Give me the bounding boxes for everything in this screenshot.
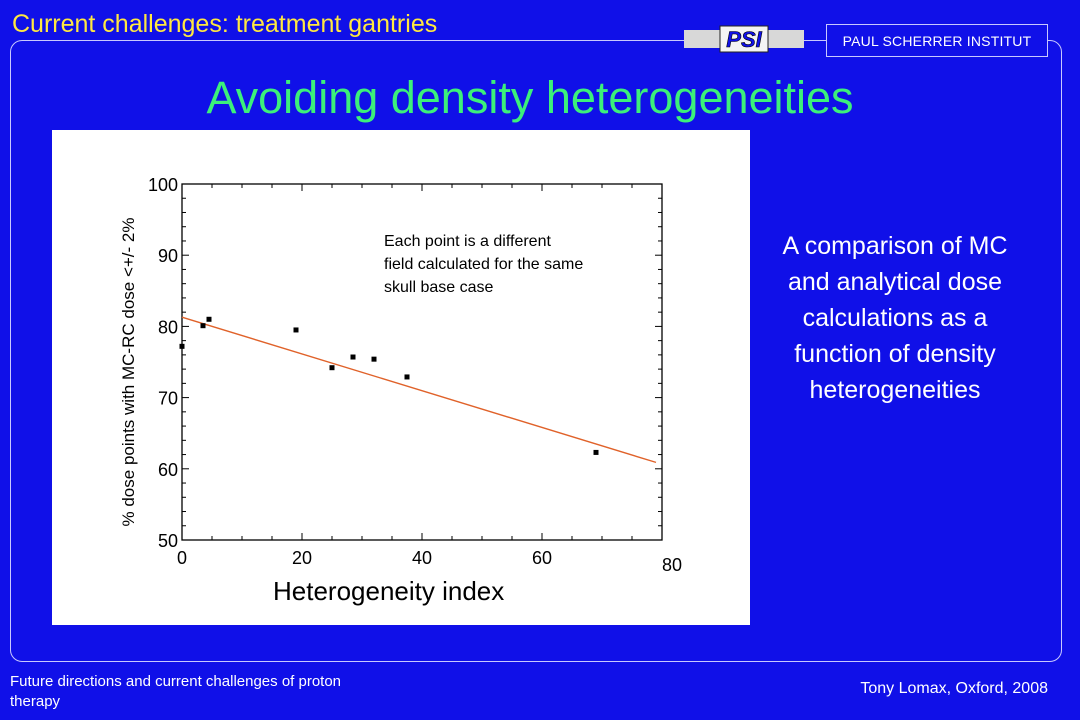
scatter-chart: 50 60 70 80 90 100 0 20 40 60 80 Each point is a …: [119, 175, 682, 606]
data-point: [350, 354, 356, 360]
slide-title: Avoiding density heterogeneities: [206, 72, 854, 123]
chart-panel: 50 60 70 80 90 100 0 20 40 60 80 Each point is a …: [52, 130, 750, 625]
data-point: [404, 374, 410, 380]
x-tick-label: 0: [177, 548, 187, 568]
y-tick-label: 60: [158, 460, 178, 480]
y-tick-labels: 50 60 70 80 90 100: [148, 175, 178, 551]
data-point: [371, 356, 377, 362]
footer-author: Tony Lomax, Oxford, 2008: [860, 680, 1048, 697]
x-tick-label: 60: [532, 548, 552, 568]
institute-label: PAUL SCHERRER INSTITUT: [826, 24, 1048, 57]
data-point: [179, 343, 185, 349]
slide-frame: [10, 40, 1062, 662]
x-tick-label: 40: [412, 548, 432, 568]
plot-area-border: [181, 183, 663, 541]
x-axis-label: Heterogeneity index: [273, 576, 504, 606]
y-tick-label: 100: [148, 175, 178, 195]
y-axis-label: % dose points with MC-RC dose <+/- 2%: [119, 218, 138, 527]
x-tick-label: 80: [662, 555, 682, 575]
points-layer: [179, 316, 599, 455]
y-tick-label: 70: [158, 389, 178, 409]
data-point: [293, 327, 299, 333]
y-tick-label: 90: [158, 246, 178, 266]
psi-logo-text: PSI: [726, 27, 762, 52]
x-tick-label: 20: [292, 548, 312, 568]
footer-presentation-title: Future directions and current challenges…: [10, 673, 342, 710]
y-tick-label: 50: [158, 531, 178, 551]
data-point: [593, 449, 599, 455]
side-description: A comparison of MC and analytical dose c…: [782, 232, 1008, 404]
data-point: [206, 316, 212, 322]
fit-line: [181, 316, 657, 464]
section-title: Current challenges: treatment gantries: [12, 10, 438, 38]
psi-logo: PSI: [684, 25, 804, 53]
x-tick-labels: 0 20 40 60 80: [177, 548, 682, 575]
data-point: [200, 323, 206, 329]
y-tick-label: 80: [158, 317, 178, 337]
annotation-line-3: skull base case: [384, 279, 493, 296]
data-point: [329, 365, 335, 371]
annotation-line-2: field calculated for the same: [384, 256, 583, 273]
annotation-line-1: Each point is a different: [384, 233, 551, 250]
annotation-text: Each point is a different field calculat…: [384, 233, 588, 296]
